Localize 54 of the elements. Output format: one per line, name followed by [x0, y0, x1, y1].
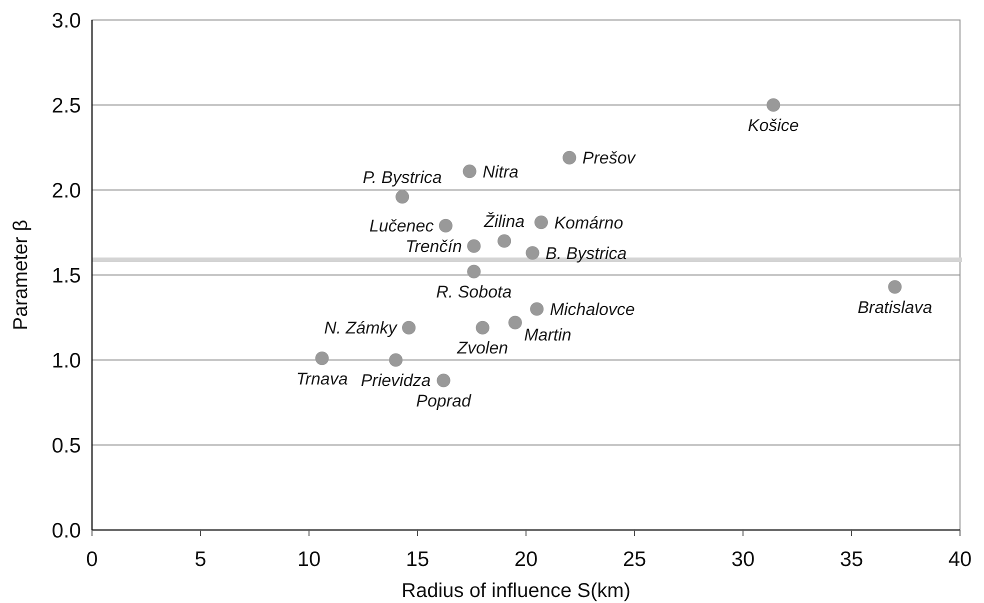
annotation: Bratislava	[858, 298, 932, 317]
y-tick-label: 1.5	[52, 264, 81, 288]
annotation: Martin	[524, 326, 572, 345]
point	[467, 264, 481, 278]
point	[467, 239, 481, 253]
x-tick-label: 35	[840, 548, 864, 571]
y-tick-label: 2.5	[52, 94, 81, 118]
annotation: Košice	[748, 116, 799, 135]
point	[462, 164, 476, 178]
annotation: Michalovce	[550, 300, 635, 319]
point	[508, 316, 522, 330]
annotation: Prešov	[582, 148, 637, 168]
x-tick-label: 0	[86, 548, 98, 571]
point	[476, 320, 490, 334]
point	[498, 234, 512, 248]
x-tick-label: 15	[406, 548, 430, 571]
annotation: Zvolen	[456, 338, 508, 358]
annotation: Nitra	[482, 162, 518, 182]
y-tick-label: 2.0	[52, 180, 81, 202]
x-axis-title: Radius of influence S(km)	[402, 580, 630, 602]
annotation: R. Sobota	[436, 282, 512, 302]
x-tick-label: 40	[948, 548, 972, 571]
point	[438, 218, 453, 232]
annotation: N. Zámky	[324, 318, 398, 338]
y-tick-label: 1.0	[52, 350, 81, 372]
point	[534, 216, 548, 230]
point	[526, 246, 540, 260]
annotation: Lučenec	[369, 216, 434, 236]
point	[888, 280, 902, 294]
x-tick-label: 20	[514, 548, 538, 571]
y-tick-label: 3.0	[52, 10, 81, 32]
annotation: Komárno	[554, 213, 624, 232]
point	[402, 320, 416, 334]
y-axis-title: Parameter β	[10, 220, 32, 330]
x-tick-label: 5	[194, 548, 206, 571]
point	[530, 302, 544, 316]
annotation: Poprad	[416, 391, 472, 410]
point	[315, 352, 329, 366]
point	[562, 150, 576, 164]
point	[396, 190, 410, 204]
x-tick-label: 30	[731, 548, 755, 571]
x-tick-label: 25	[622, 548, 646, 571]
point	[766, 98, 780, 112]
y-tick-label: 0.0	[52, 520, 81, 542]
point	[436, 374, 450, 388]
annotation: Prievidza	[360, 370, 431, 390]
annotation: P. Bystrica	[362, 168, 442, 187]
point	[389, 353, 403, 367]
annotation: Trenčín	[406, 237, 462, 256]
annotation: Trnava	[296, 369, 348, 388]
annotation: Žilina	[482, 212, 525, 231]
x-tick-label: 10	[297, 548, 321, 571]
y-tick-label: 0.5	[52, 434, 81, 458]
annotation: B. Bystrica	[546, 244, 627, 263]
